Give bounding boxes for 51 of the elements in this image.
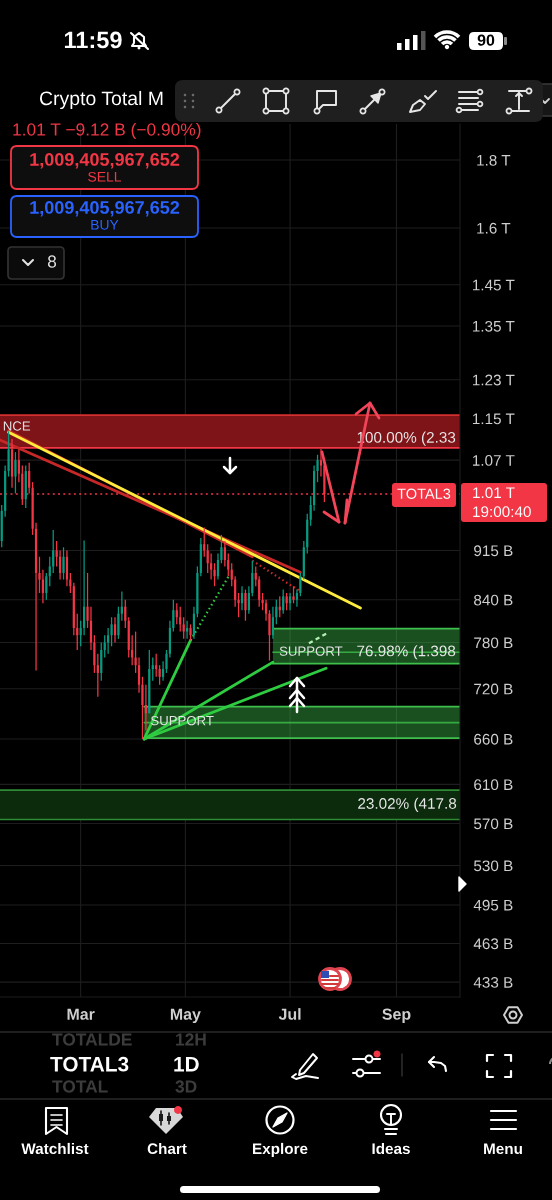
annotation: NCE [3,421,31,431]
y-tick-label: 1.15 T [472,413,515,425]
text: 12H [176,1033,206,1046]
text: 3D [175,1080,197,1093]
y-tick-label: 530 B [473,860,513,872]
annotation: TOTAL3 [397,488,451,499]
y-tick-label: 570 B [473,818,513,830]
text: TOTAL [52,1080,108,1093]
annotation: SUPPORT [150,715,214,726]
y-tick-label: 1.35 T [472,320,515,332]
annotation: 1.01 T −9.12 B (−0.90%) [13,122,201,140]
y-tick-label: 1.8 T [477,154,511,166]
annotation: 1,009,405,967,652 [30,201,180,217]
y-tick-label: 720 B [474,683,513,695]
ref-line-label: 1.01 T [473,487,515,499]
y-tick-label: 1.07 T [472,455,515,466]
text: 19:00:40 [473,506,531,518]
annotation: 8 [47,255,57,268]
text: 11:59 [64,31,122,49]
x-tick-label: Sep [382,1008,411,1023]
y-tick-label: 463 B [473,938,513,950]
x-tick-label: Mar [67,1008,95,1020]
text: TOTAL3 [50,1056,129,1072]
chart-title: Crypto Total M [39,90,163,110]
y-tick-label: 1.23 T [472,374,515,386]
text: Chart [147,1142,187,1155]
y-tick-label: 1.6 T [477,222,511,234]
x-tick-label: May [170,1008,201,1023]
y-tick-label: 610 B [474,779,513,791]
y-tick-label: 1.45 T [472,279,515,291]
annotation: 1,009,405,967,652 [30,153,180,169]
y-tick-label: 780 B [474,637,513,649]
y-tick-label: 840 B [474,594,513,606]
y-tick-label: 433 B [473,977,513,988]
text: Watchlist [21,1142,89,1155]
text: 1D [174,1057,199,1072]
annotation: SELL [88,171,122,182]
text: TOTALDE [52,1033,132,1046]
text: 90 [477,34,495,46]
series-label: 76.98% (1.398 [357,645,456,660]
annotation: BUY [91,220,119,230]
y-tick-label: 660 B [474,733,513,745]
text: Menu [484,1143,522,1155]
y-tick-label: 495 B [473,899,513,911]
text: Explore [253,1142,308,1158]
annotation: SUPPORT [279,646,343,656]
x-tick-label: Jul [278,1008,301,1020]
band-label: 23.02% (417.8 [358,797,457,812]
text: Ideas [372,1142,410,1155]
y-tick-label: 915 B [474,545,513,557]
annotation: 100.00% (2.33 [357,431,456,446]
